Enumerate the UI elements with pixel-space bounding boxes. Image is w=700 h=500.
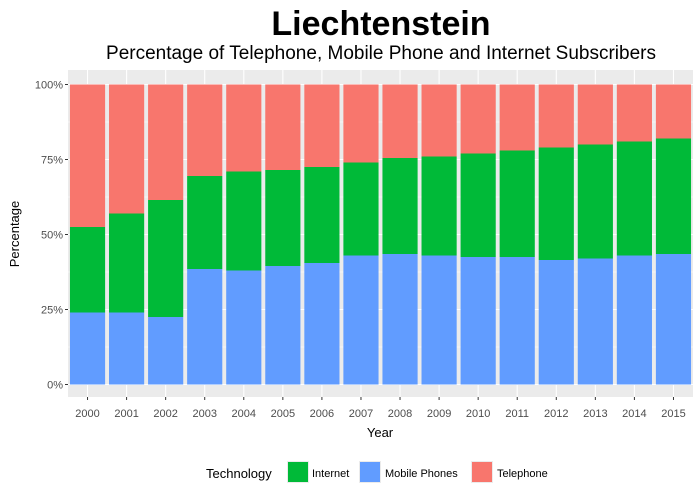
bar-internet-2002	[148, 200, 184, 317]
bar-telephone-2009	[421, 84, 457, 157]
bar-telephone-2008	[382, 84, 418, 158]
bar-telephone-2014	[616, 84, 652, 142]
bar-mobile-phones-2002	[148, 317, 184, 385]
bar-internet-2005	[265, 170, 301, 266]
y-tick-label: 100%	[35, 80, 63, 92]
y-tick-label: 0%	[47, 380, 63, 392]
x-tick-label: 2008	[388, 408, 412, 420]
bar-telephone-2011	[499, 84, 535, 151]
bar-telephone-2000	[69, 84, 106, 227]
bar-internet-2015	[655, 138, 692, 254]
chart-subtitle: Percentage of Telephone, Mobile Phone an…	[106, 43, 656, 64]
bar-mobile-phones-2011	[499, 257, 535, 385]
x-tick-label: 2013	[583, 408, 607, 420]
bar-internet-2004	[226, 171, 262, 271]
x-tick-label: 2001	[114, 408, 138, 420]
bar-internet-2003	[187, 176, 223, 269]
x-tick-label: 2009	[427, 408, 451, 420]
bar-mobile-phones-2003	[187, 269, 223, 385]
x-tick-label: 2007	[349, 408, 373, 420]
bar-mobile-phones-2009	[421, 255, 457, 385]
bar-internet-2010	[460, 153, 496, 257]
bar-mobile-phones-2012	[538, 260, 574, 385]
bar-mobile-phones-2000	[69, 312, 106, 385]
x-tick-label: 2015	[661, 408, 685, 420]
bar-telephone-2015	[655, 84, 692, 139]
bar-telephone-2001	[109, 84, 145, 214]
bar-mobile-phones-2015	[655, 254, 692, 385]
bar-mobile-phones-2014	[616, 255, 652, 385]
x-tick-label: 2010	[466, 408, 490, 420]
x-tick-label: 2003	[192, 408, 216, 420]
bar-mobile-phones-2007	[343, 255, 379, 385]
x-tick-label: 2012	[544, 408, 568, 420]
bar-mobile-phones-2013	[577, 258, 613, 385]
legend: Technology Internet Mobile Phones Telephon…	[206, 461, 548, 483]
bar-internet-2007	[343, 162, 379, 256]
bar-telephone-2010	[460, 84, 496, 154]
bar-telephone-2012	[538, 84, 574, 148]
legend-label: Internet	[312, 468, 349, 480]
bar-internet-2000	[69, 227, 106, 313]
y-tick-label: 75%	[41, 155, 63, 167]
x-tick-label: 2005	[271, 408, 295, 420]
bar-internet-2011	[499, 150, 535, 257]
bar-telephone-2004	[226, 84, 262, 172]
x-axis-title: Year	[367, 425, 394, 440]
bar-mobile-phones-2008	[382, 254, 418, 385]
chart-title: Liechtenstein	[271, 5, 490, 43]
legend-swatch	[360, 462, 380, 482]
x-tick-label: 2004	[232, 408, 256, 420]
bar-telephone-2002	[148, 84, 184, 200]
bar-mobile-phones-2010	[460, 257, 496, 385]
y-axis-title: Percentage	[7, 201, 22, 268]
bar-internet-2008	[382, 158, 418, 254]
bar-internet-2001	[109, 213, 145, 313]
bar-telephone-2005	[265, 84, 301, 170]
bar-internet-2013	[577, 144, 613, 259]
y-tick-label: 25%	[41, 305, 63, 317]
bar-internet-2012	[538, 147, 574, 260]
x-tick-label: 2006	[310, 408, 334, 420]
bar-internet-2014	[616, 141, 652, 256]
legend-swatch	[472, 462, 492, 482]
bar-mobile-phones-2004	[226, 270, 262, 385]
legend-title: Technology	[206, 466, 272, 481]
bar-mobile-phones-2001	[109, 312, 145, 385]
legend-label: Telephone	[497, 468, 548, 480]
x-tick-label: 2014	[622, 408, 646, 420]
bar-telephone-2013	[577, 84, 613, 145]
y-tick-label: 50%	[41, 230, 63, 242]
bar-internet-2009	[421, 156, 457, 256]
bar-mobile-phones-2006	[304, 263, 340, 385]
bar-telephone-2006	[304, 84, 340, 167]
bar-mobile-phones-2005	[265, 266, 301, 385]
y-axis: 0% 25% 50% 75% 100%	[35, 80, 68, 392]
bar-telephone-2007	[343, 84, 379, 163]
bar-telephone-2003	[187, 84, 223, 176]
x-tick-label: 2011	[505, 408, 529, 420]
legend-swatch	[288, 462, 308, 482]
x-tick-label: 2000	[75, 408, 99, 420]
legend-label: Mobile Phones	[385, 468, 458, 480]
bar-stacks	[69, 84, 692, 385]
x-tick-label: 2002	[153, 408, 177, 420]
bar-internet-2006	[304, 167, 340, 263]
x-axis: 2000 2001 2002 2003 2004 2005 2006 2007 2008 2009…	[75, 397, 686, 420]
